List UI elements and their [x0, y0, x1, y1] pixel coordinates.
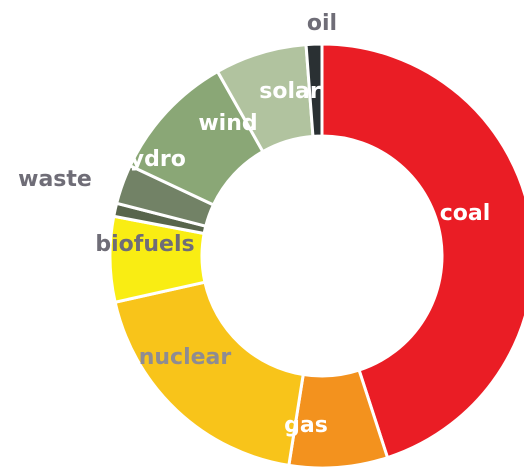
label-solar: solar: [259, 79, 321, 104]
slice-nuclear: [113, 280, 305, 467]
label-nuclear: nuclear: [139, 345, 232, 370]
slice-coal: [320, 42, 524, 460]
label-gas: gas: [284, 413, 328, 438]
label-oil: oil: [307, 11, 337, 36]
slice-labels: coal gas nuclear biofuels waste hydro windsola…: [18, 11, 490, 438]
label-hydro: hydro: [114, 147, 186, 172]
label-biofuels: biofuels: [95, 232, 194, 257]
label-coal: coal: [440, 201, 491, 226]
slice-oil: [304, 42, 324, 138]
donut-slices: [108, 42, 524, 468]
label-wind: wind: [198, 111, 257, 136]
label-waste: waste: [18, 167, 92, 192]
